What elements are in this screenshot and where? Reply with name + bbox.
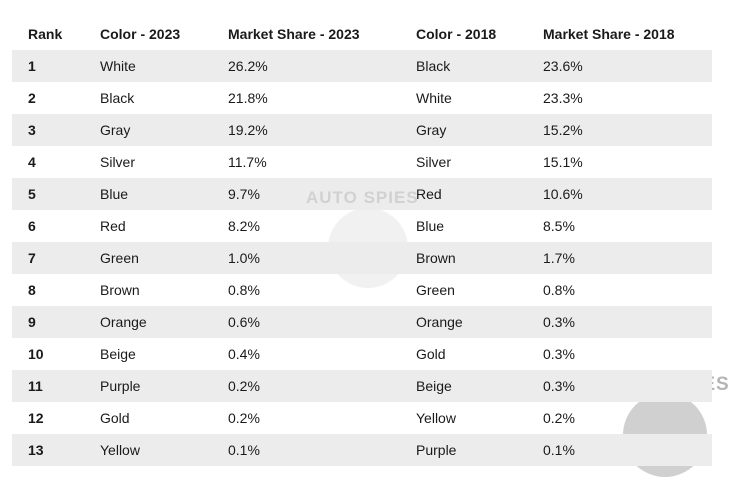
table-row: 3 Gray 19.2% Gray 15.2% [12,114,712,146]
header-cell: Color - 2018 [416,26,497,42]
table-row: 10 Beige 0.4% Gold 0.3% [12,338,712,370]
table-row: 8 Brown 0.8% Green 0.8% [12,274,712,306]
table-cell: Black [416,58,451,74]
table-cell: 0.3% [543,378,575,394]
table-cell: 15.2% [543,122,583,138]
header-cell: Color - 2023 [100,26,181,42]
table-cell: 21.8% [228,90,268,106]
table-cell: 26.2% [228,58,268,74]
table-cell: Blue [416,218,445,234]
rank-cell: 8 [28,282,36,298]
table-cell: 9.7% [228,186,260,202]
header-cell: Rank [28,26,63,42]
table-cell: Beige [100,346,136,362]
table-row: 13 Yellow 0.1% Purple 0.1% [12,434,712,466]
header-cell: Market Share - 2023 [228,26,360,42]
rank-cell: 1 [28,58,36,74]
rank-cell: 10 [28,346,44,362]
table-cell: 19.2% [228,122,268,138]
table-cell: 8.2% [228,218,260,234]
table-row: 7 Green 1.0% Brown 1.7% [12,242,712,274]
rank-cell: 3 [28,122,36,138]
rank-cell: 6 [28,218,36,234]
table-cell: Brown [100,282,140,298]
table-cell: Orange [416,314,463,330]
table-row: 11 Purple 0.2% Beige 0.3% [12,370,712,402]
table-row: 6 Red 8.2% Blue 8.5% [12,210,712,242]
rank-cell: 4 [28,154,36,170]
table-cell: Black [100,90,135,106]
table-cell: 1.7% [543,250,575,266]
table-cell: Beige [416,378,452,394]
table-cell: Green [416,282,455,298]
table-cell: Red [100,218,126,234]
table-cell: Blue [100,186,129,202]
table-cell: White [100,58,136,74]
table-cell: 15.1% [543,154,583,170]
table-cell: 23.3% [543,90,583,106]
rank-cell: 5 [28,186,36,202]
table-row: 9 Orange 0.6% Orange 0.3% [12,306,712,338]
header-row: Rank Color - 2023 Market Share - 2023 Color… [12,18,712,50]
table-cell: 0.2% [543,410,575,426]
rank-cell: 9 [28,314,36,330]
watermark-text: AUTO SPIES [306,188,419,207]
table-row: 5 Blue 9.7% Red 10.6% [12,178,712,210]
table-row: 2 Black 21.8% White 23.3% [12,82,712,114]
table-cell: Purple [100,378,141,394]
table-cell: 0.4% [228,346,260,362]
table-cell: 0.6% [228,314,260,330]
rank-cell: 13 [28,442,44,458]
table-cell: 11.7% [228,154,267,170]
table-cell: 0.8% [228,282,260,298]
table-cell: 0.8% [543,282,575,298]
table-row: 12 Gold 0.2% Yellow 0.2% [12,402,712,434]
table-cell: Gray [100,122,131,138]
table-cell: Brown [416,250,456,266]
table-cell: 0.1% [228,442,260,458]
table-cell: 8.5% [543,218,575,234]
table-cell: Silver [100,154,136,170]
rank-cell: 7 [28,250,36,266]
table-cell: 0.1% [543,442,575,458]
header-cell: Market Share - 2018 [543,26,675,42]
table-cell: 1.0% [228,250,260,266]
table-cell: Orange [100,314,147,330]
table-cell: 0.2% [228,410,260,426]
table-cell: Red [416,186,442,202]
table-cell: Silver [416,154,452,170]
table-cell: Yellow [100,442,140,458]
table-cell: 23.6% [543,58,583,74]
table-cell: 0.3% [543,314,575,330]
rank-cell: 11 [28,378,43,394]
table-cell: Gray [416,122,447,138]
table-cell: 0.2% [228,378,260,394]
table-cell: 10.6% [543,186,583,202]
table-cell: Gold [416,346,446,362]
rank-cell: 2 [28,90,36,106]
rank-cell: 12 [28,410,44,426]
table-row: 1 White 26.2% Black 23.6% [12,50,712,82]
table-cell: 0.3% [543,346,575,362]
table-cell: Yellow [416,410,456,426]
table-row: 4 Silver 11.7% Silver 15.1% [12,146,712,178]
table-cell: Gold [100,410,130,426]
table-cell: White [416,90,452,106]
table-cell: Purple [416,442,457,458]
table-cell: Green [100,250,139,266]
